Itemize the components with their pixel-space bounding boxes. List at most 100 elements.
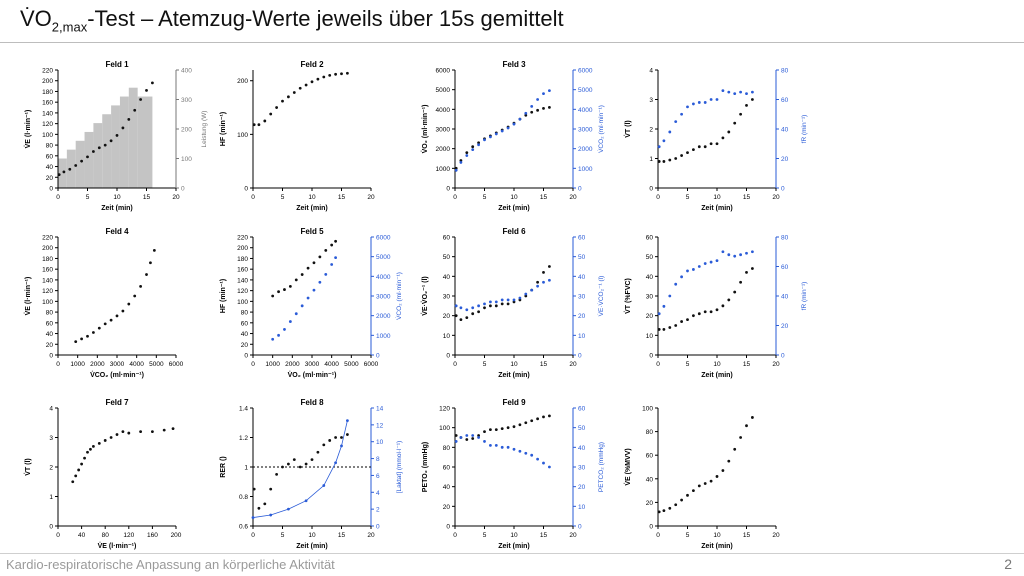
data-point [680, 498, 683, 502]
data-point [346, 419, 349, 423]
y-tick-label: 0 [446, 524, 450, 531]
data-point [680, 154, 683, 157]
y-tick-label: 0 [446, 353, 450, 360]
data-point [287, 462, 290, 466]
data-point [334, 461, 337, 465]
data-point [530, 419, 534, 423]
y2-axis-label: V̇CO₂ (ml·min⁻¹) [597, 105, 605, 153]
data-point [318, 280, 322, 284]
data-point [86, 334, 89, 338]
data-point [121, 126, 125, 130]
data-point [324, 249, 328, 252]
y-tick-label: 0 [49, 186, 53, 193]
data-point [115, 433, 119, 436]
x-tick-label: 0 [56, 194, 60, 201]
data-point [727, 130, 731, 134]
data-point [277, 290, 280, 294]
data-point [697, 265, 701, 268]
x-tick-label: 3000 [305, 361, 320, 368]
chart-title: Feld 1 [105, 60, 129, 69]
x-tick-label: 0 [656, 194, 660, 201]
y-tick-label: 80 [46, 310, 54, 317]
y-tick-label: 100 [42, 299, 53, 306]
data-point [454, 304, 458, 308]
y-tick-label: 40 [443, 274, 451, 281]
data-point [477, 141, 480, 145]
x-tick-label: 5 [86, 194, 90, 201]
x-tick-label: 15 [540, 194, 548, 201]
chart-panel-5: 0 20 40 60 80 100 120 140 160 180 200 220 0 1000 2000 3… [24, 227, 184, 379]
y-tick-label: 30 [443, 294, 451, 301]
data-point [686, 318, 689, 321]
data-point [477, 436, 480, 439]
data-point [271, 294, 275, 298]
data-point [465, 308, 469, 312]
data-point [662, 509, 666, 513]
data-point [316, 77, 320, 81]
x-tick-label: 10 [308, 194, 316, 201]
data-point [269, 112, 273, 116]
slide-title: V̇O2,max-Test – Atemzug-Werte jeweils üb… [20, 6, 564, 34]
data-point [721, 250, 725, 254]
data-point [103, 439, 107, 442]
y2-tick-label: 20 [578, 484, 586, 491]
y-tick-label: 2 [49, 465, 53, 472]
y-tick-label: 60 [443, 465, 451, 472]
x-axis-label: Zeit (min) [101, 205, 133, 212]
y2-tick-label: 0 [578, 186, 582, 193]
y-tick-label: 220 [42, 235, 53, 242]
chart-title: Feld 8 [300, 398, 324, 407]
data-point [340, 444, 343, 448]
x-axis-label: Zeit (min) [296, 543, 328, 550]
data-point [306, 266, 310, 270]
data-point [500, 298, 504, 302]
y-tick-label: 0 [244, 353, 248, 360]
chart-panel-2: 0 100 200 0 5 10 15 20 Zeit (min) HF (min⁻¹) Feld … [220, 60, 375, 212]
y2-axis-label: fR (min⁻¹) [801, 115, 808, 144]
data-point [465, 154, 469, 157]
y-tick-label: 60 [46, 320, 54, 327]
y2-tick-label: 40 [578, 445, 586, 452]
data-point [71, 480, 75, 484]
data-point [709, 479, 713, 483]
y-tick-label: 80 [443, 445, 451, 452]
data-point [536, 417, 539, 421]
x-tick-label: 0 [656, 361, 660, 368]
data-point [692, 268, 695, 271]
data-point [530, 288, 534, 292]
data-point [465, 151, 469, 155]
data-point [751, 250, 754, 254]
power-bar [93, 123, 103, 188]
title-divider [0, 42, 1024, 43]
y2-tick-label: 80 [781, 235, 789, 242]
data-point [312, 261, 316, 265]
data-point [149, 261, 152, 265]
data-point [745, 271, 748, 274]
x-tick-label: 0 [453, 194, 457, 201]
y-tick-label: 1 [649, 156, 653, 163]
x-axis-label: Zeit (min) [498, 205, 530, 212]
data-point [86, 450, 89, 454]
chart-panel-10: 0 2 4 6 8 10 12 14 [Laktat] (mmol·l⁻¹) 0.6 0.8 1 1.2… [220, 398, 403, 550]
y2-tick-label: 14 [376, 406, 384, 413]
y2-tick-label: 0 [578, 353, 582, 360]
data-point [318, 255, 322, 259]
y-tick-label: 200 [237, 78, 248, 85]
x-tick-label: 15 [743, 532, 751, 539]
y-tick-label: 0.8 [239, 494, 248, 501]
y-axis-label: V̇T (l) [24, 458, 32, 476]
x-tick-label: 20 [569, 361, 577, 368]
data-point [751, 267, 754, 270]
x-axis-label: V̇CO₂ (ml·min⁻¹) [90, 371, 144, 379]
y2-tick-label: 40 [781, 294, 789, 301]
data-point [697, 312, 701, 316]
data-point [662, 139, 666, 143]
data-point [518, 298, 522, 302]
data-point [512, 447, 516, 451]
data-point [292, 458, 296, 462]
data-point [92, 444, 95, 448]
y-tick-label: 6000 [436, 68, 451, 75]
